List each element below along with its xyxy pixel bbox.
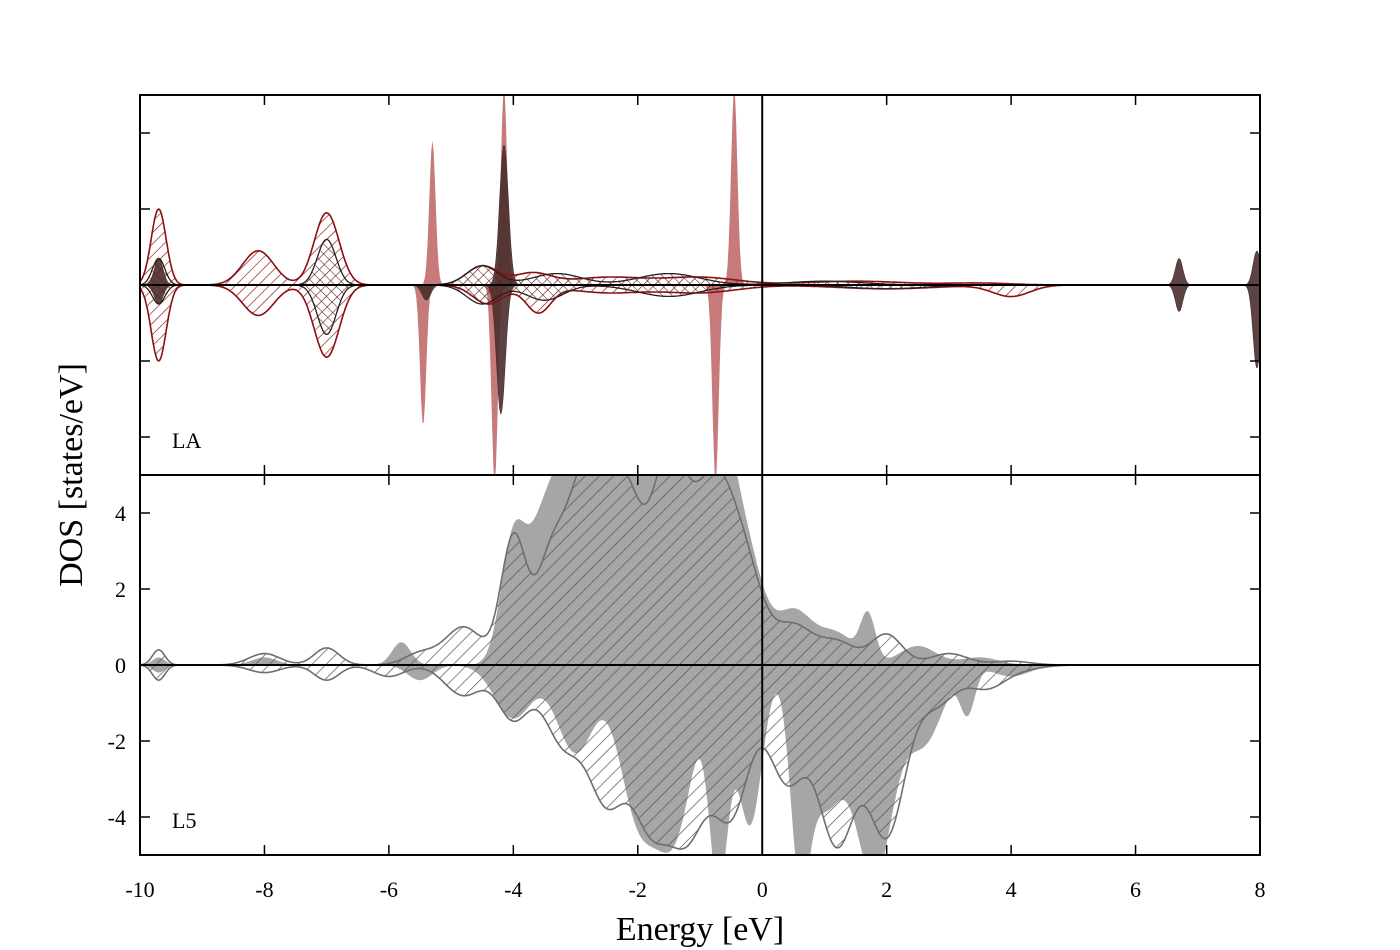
x-tick-label: -6 [380, 877, 398, 902]
x-tick-label: 6 [1130, 877, 1141, 902]
y-tick-label: 0 [115, 653, 126, 678]
dos-series-dark-hatched-outline [140, 238, 1260, 336]
x-tick-label: -10 [125, 877, 154, 902]
x-axis-title: Energy [eV] [616, 911, 784, 948]
l5-series-group [140, 475, 1260, 855]
panel-l5: L5 [139, 474, 1261, 856]
x-tick-label: 2 [881, 877, 892, 902]
dos-series-grey-hatched-outline [140, 475, 1260, 850]
l5-frame [139, 474, 1261, 856]
y-tick-label: 4 [115, 501, 126, 526]
x-tick-label: -4 [504, 877, 522, 902]
x-tick-labels: -10 -8 -6 -4 -2 0 2 4 6 8 [125, 877, 1265, 902]
x-tick-label: -8 [255, 877, 273, 902]
x-tick-label: -2 [629, 877, 647, 902]
y-tick-label: 2 [115, 577, 126, 602]
la-panel-label: LA [172, 428, 201, 453]
y-axis-title: DOS [states/eV] [53, 363, 90, 587]
x-tick-label: 0 [757, 877, 768, 902]
la-series-group [140, 95, 1260, 475]
y-tick-labels: -4 -2 0 2 4 [108, 501, 126, 830]
x-tick-label: 4 [1006, 877, 1017, 902]
y-tick-label: -4 [108, 805, 126, 830]
y-tick-label: -2 [108, 729, 126, 754]
panel-la: LA [139, 94, 1261, 476]
l5-panel-label: L5 [172, 808, 196, 833]
x-tick-label: 8 [1255, 877, 1266, 902]
